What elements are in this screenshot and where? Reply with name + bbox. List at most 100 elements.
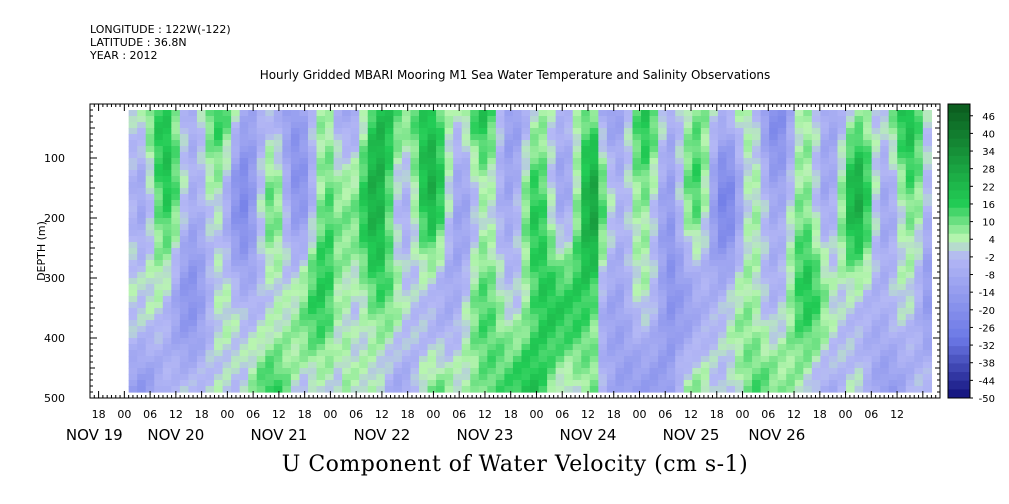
heatmap-cell — [350, 194, 360, 201]
heatmap-cell — [589, 218, 599, 225]
heatmap-cell — [589, 278, 599, 285]
heatmap-cell — [760, 164, 770, 171]
heatmap-cell — [299, 122, 309, 129]
heatmap-cell — [179, 362, 190, 369]
heatmap-cell — [905, 242, 915, 249]
heatmap-cell — [649, 362, 659, 369]
heatmap-cell — [803, 350, 813, 357]
heatmap-cell — [598, 338, 608, 345]
heatmap-cell — [495, 302, 505, 309]
heatmap-cell — [752, 176, 762, 183]
heatmap-cell — [700, 386, 710, 393]
heatmap-cell — [265, 146, 275, 153]
heatmap-cell — [905, 302, 915, 309]
heatmap-cell — [162, 122, 172, 129]
heatmap-cell — [316, 206, 326, 213]
heatmap-cell — [290, 386, 301, 393]
heatmap-cell — [350, 260, 360, 267]
heatmap-cell — [478, 260, 488, 267]
heatmap-cell — [547, 368, 557, 375]
heatmap-cell — [273, 374, 283, 381]
heatmap-cell — [487, 362, 497, 369]
heatmap-cell — [598, 146, 608, 153]
heatmap-cell — [205, 224, 215, 231]
heatmap-cell — [521, 230, 531, 237]
x-hour-label: 18 — [504, 408, 518, 421]
heatmap-cell — [367, 374, 377, 381]
heatmap-cell — [803, 236, 813, 243]
heatmap-cell — [478, 146, 488, 153]
heatmap-cell — [854, 194, 864, 201]
heatmap-cell — [675, 182, 685, 189]
heatmap-cell — [752, 260, 762, 267]
heatmap-cell — [444, 188, 454, 195]
heatmap-cell — [820, 284, 830, 291]
heatmap-cell — [683, 194, 693, 201]
heatmap-cell — [897, 236, 907, 243]
heatmap-cell — [623, 368, 634, 375]
heatmap-cell — [769, 362, 779, 369]
heatmap-cell — [700, 380, 710, 387]
heatmap-cell — [863, 314, 873, 321]
heatmap-cell — [555, 368, 565, 375]
heatmap-cell — [299, 368, 309, 375]
heatmap-cell — [265, 254, 275, 261]
heatmap-cell — [265, 386, 275, 393]
heatmap-cell — [333, 368, 343, 375]
heatmap-cell — [461, 320, 471, 327]
heatmap-cell — [888, 278, 898, 285]
heatmap-cell — [307, 278, 318, 285]
heatmap-cell — [333, 290, 343, 297]
heatmap-cell — [495, 314, 505, 321]
heatmap-cell — [564, 206, 574, 213]
heatmap-cell — [683, 338, 693, 345]
heatmap-cell — [769, 338, 779, 345]
heatmap-cell — [683, 116, 693, 123]
heatmap-cell — [290, 116, 301, 123]
heatmap-cell — [419, 314, 429, 321]
heatmap-cell — [453, 206, 463, 213]
heatmap-cell — [367, 116, 377, 123]
heatmap-cell — [743, 224, 753, 231]
heatmap-cell — [290, 320, 301, 327]
heatmap-cell — [128, 146, 138, 153]
heatmap-cell — [589, 338, 599, 345]
heatmap-cell — [555, 284, 565, 291]
heatmap-cell — [162, 380, 172, 387]
heatmap-cell — [589, 302, 599, 309]
heatmap-cell — [290, 278, 301, 285]
heatmap-cell — [205, 164, 215, 171]
heatmap-cell — [538, 302, 548, 309]
heatmap-cell — [683, 218, 693, 225]
heatmap-cell — [128, 338, 138, 345]
heatmap-cell — [504, 368, 514, 375]
heatmap-cell — [307, 386, 318, 393]
heatmap-cell — [162, 338, 172, 345]
heatmap-cell — [863, 242, 873, 249]
heatmap-cell — [649, 140, 659, 147]
heatmap-cell — [555, 206, 565, 213]
heatmap-cell — [512, 260, 523, 267]
heatmap-cell — [453, 188, 463, 195]
heatmap-cell — [145, 116, 155, 123]
heatmap-cell — [436, 350, 446, 357]
heatmap-cell — [641, 344, 651, 351]
heatmap-cell — [196, 248, 207, 255]
heatmap-cell — [666, 290, 676, 297]
heatmap-cell — [367, 242, 377, 249]
heatmap-cell — [205, 326, 215, 333]
heatmap-cell — [333, 362, 343, 369]
heatmap-cell — [196, 110, 207, 117]
heatmap-cell — [231, 146, 241, 153]
heatmap-cell — [401, 380, 412, 387]
heatmap-cell — [786, 266, 796, 273]
heatmap-cell — [820, 266, 830, 273]
heatmap-cell — [717, 284, 728, 291]
heatmap-cell — [145, 200, 155, 207]
heatmap-cell — [675, 320, 685, 327]
heatmap-cell — [623, 182, 634, 189]
heatmap-cell — [854, 242, 864, 249]
heatmap-cell — [581, 350, 591, 357]
heatmap-cell — [342, 326, 352, 333]
heatmap-cell — [145, 374, 155, 381]
